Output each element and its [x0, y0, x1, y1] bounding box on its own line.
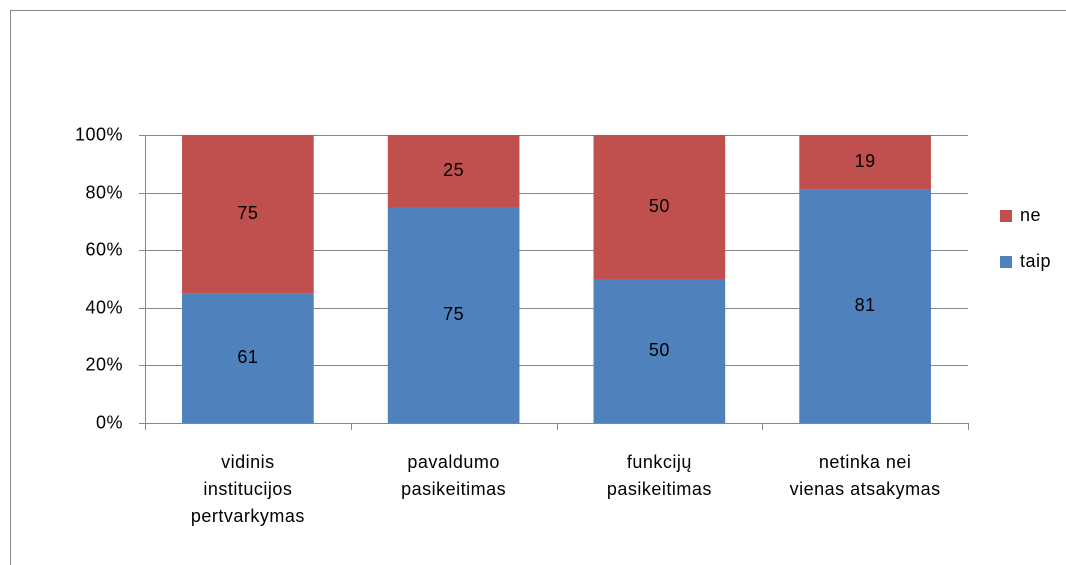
legend-label: taip — [1020, 251, 1051, 271]
x-tick-label: institucijos — [203, 479, 292, 499]
bar-segment — [593, 279, 726, 423]
legend-swatch — [1000, 256, 1012, 268]
x-tick-label: pavaldumo — [407, 452, 500, 472]
bar-segment — [182, 293, 314, 423]
bar-segment — [387, 207, 520, 423]
data-label: 75 — [237, 203, 258, 223]
y-tick-label: 20% — [85, 354, 123, 374]
bar-segment — [387, 135, 520, 207]
x-tick-label: pertvarkymas — [191, 506, 305, 526]
bar-segment — [799, 189, 931, 423]
y-tick-label: 80% — [85, 182, 123, 202]
data-label: 61 — [237, 347, 258, 367]
y-tick-label: 100% — [75, 124, 123, 144]
data-label: 81 — [855, 295, 876, 315]
y-tick-label: 40% — [85, 297, 123, 317]
bar-segment — [182, 135, 314, 294]
y-tick-label: 60% — [85, 239, 123, 259]
chart-frame — [10, 10, 1066, 565]
x-tick-label: pasikeitimas — [401, 479, 506, 499]
y-tick-label: 0% — [96, 412, 123, 432]
legend-swatch — [1000, 210, 1012, 222]
bar-segment — [799, 135, 931, 190]
data-label: 25 — [443, 160, 464, 180]
legend-label: ne — [1020, 205, 1041, 225]
data-label: 75 — [443, 304, 464, 324]
x-tick-label: vienas atsakymas — [790, 479, 941, 499]
data-label: 50 — [649, 196, 670, 216]
x-tick-label: funkcijų — [627, 452, 692, 472]
x-tick-label: netinka nei — [819, 452, 912, 472]
bar-segment — [593, 135, 726, 279]
x-tick-label: pasikeitimas — [607, 479, 712, 499]
x-tick-label: vidinis — [221, 452, 275, 472]
data-label: 19 — [855, 151, 876, 171]
data-label: 50 — [649, 340, 670, 360]
